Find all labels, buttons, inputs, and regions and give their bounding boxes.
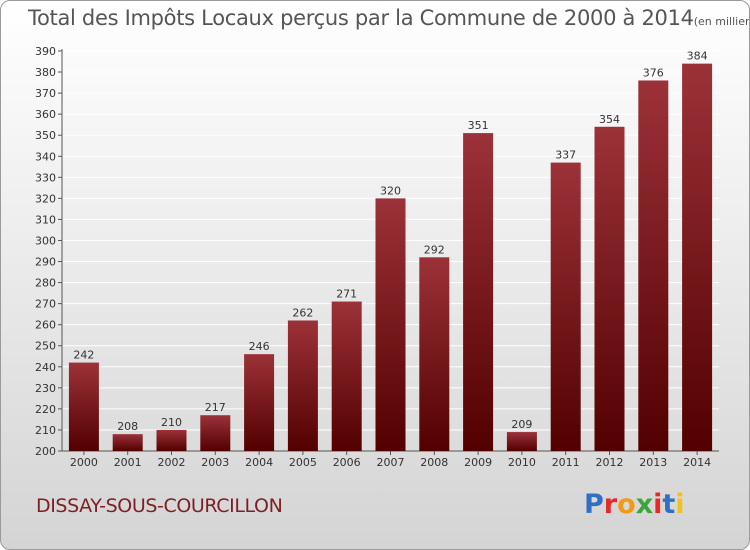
x-tick-label: 2013 bbox=[639, 456, 667, 469]
bar-value-label: 217 bbox=[205, 401, 226, 414]
x-axis: 2000 2001 2002 2003 2004 2005 2006 2007 2008 2009… bbox=[70, 451, 711, 469]
logo-letter: o bbox=[617, 489, 636, 520]
bar bbox=[682, 63, 713, 451]
bar bbox=[68, 362, 99, 451]
y-tick-label: 210 bbox=[35, 424, 56, 437]
chart-title: Total des Impôts Locaux perçus par la Co… bbox=[28, 6, 750, 30]
bar-value-label: 271 bbox=[336, 288, 357, 301]
logo-letter: x bbox=[635, 489, 654, 520]
bar bbox=[594, 126, 625, 451]
x-tick-label: 2006 bbox=[333, 456, 361, 469]
commune-name: DISSAY-SOUS-COURCILLON bbox=[36, 495, 283, 517]
bar bbox=[156, 429, 187, 451]
y-tick-label: 310 bbox=[35, 213, 56, 226]
bars: 242 208 210 217 246 262 271 320 292 351 209 337 354 3… bbox=[68, 50, 713, 451]
y-tick-label: 250 bbox=[35, 340, 56, 353]
x-tick-label: 2008 bbox=[420, 456, 448, 469]
y-tick-label: 390 bbox=[35, 45, 56, 58]
y-tick-label: 240 bbox=[35, 361, 56, 374]
bar-value-label: 354 bbox=[599, 113, 620, 126]
x-tick-label: 2011 bbox=[552, 456, 580, 469]
bar-value-label: 351 bbox=[468, 119, 489, 132]
bar bbox=[112, 434, 143, 451]
bar bbox=[550, 162, 581, 451]
bar-value-label: 337 bbox=[555, 149, 576, 162]
bar-value-label: 208 bbox=[117, 420, 138, 433]
y-tick-label: 300 bbox=[35, 234, 56, 247]
y-tick-label: 330 bbox=[35, 171, 56, 184]
x-tick-label: 2001 bbox=[114, 456, 142, 469]
bar bbox=[200, 415, 231, 451]
logo-letter: i bbox=[675, 489, 685, 520]
bar bbox=[244, 354, 275, 451]
bar bbox=[463, 133, 494, 451]
bar-value-label: 210 bbox=[161, 416, 182, 429]
bar-value-label: 320 bbox=[380, 184, 401, 197]
y-tick-label: 200 bbox=[35, 445, 56, 458]
bar-value-label: 262 bbox=[292, 306, 313, 319]
unit-note: (en milliers d'€) bbox=[693, 15, 750, 28]
y-tick-label: 280 bbox=[35, 277, 56, 290]
x-tick-label: 2012 bbox=[596, 456, 624, 469]
x-tick-label: 2005 bbox=[289, 456, 317, 469]
bar bbox=[419, 257, 450, 451]
bar-value-label: 376 bbox=[643, 66, 664, 79]
y-tick-label: 220 bbox=[35, 403, 56, 416]
bar-value-label: 384 bbox=[687, 50, 708, 63]
bar-value-label: 209 bbox=[511, 418, 532, 431]
x-tick-label: 2010 bbox=[508, 456, 536, 469]
proxiti-logo[interactable]: Proxiti bbox=[584, 489, 685, 520]
y-tick-label: 270 bbox=[35, 298, 56, 311]
bar-value-label: 246 bbox=[249, 340, 270, 353]
x-tick-label: 2004 bbox=[245, 456, 273, 469]
y-tick-label: 360 bbox=[35, 108, 56, 121]
bar-value-label: 292 bbox=[424, 243, 445, 256]
x-tick-label: 2014 bbox=[683, 456, 711, 469]
y-tick-label: 340 bbox=[35, 150, 56, 163]
bar bbox=[331, 301, 362, 451]
y-tick-label: 290 bbox=[35, 256, 56, 269]
logo-letter: r bbox=[603, 489, 618, 520]
y-tick-label: 320 bbox=[35, 192, 56, 205]
bar bbox=[375, 198, 406, 451]
y-tick-label: 260 bbox=[35, 319, 56, 332]
logo-letter: i bbox=[653, 489, 663, 520]
bar bbox=[287, 320, 318, 451]
logo-letter: P bbox=[584, 489, 604, 520]
bar bbox=[638, 80, 669, 451]
y-tick-label: 380 bbox=[35, 66, 56, 79]
logo-letter: t bbox=[662, 489, 676, 520]
x-tick-label: 2003 bbox=[201, 456, 229, 469]
bar bbox=[506, 432, 537, 451]
title-text: Total des Impôts Locaux perçus par la Co… bbox=[28, 6, 694, 30]
x-tick-label: 2002 bbox=[158, 456, 186, 469]
x-tick-label: 2009 bbox=[464, 456, 492, 469]
y-tick-label: 230 bbox=[35, 382, 56, 395]
y-tick-label: 350 bbox=[35, 129, 56, 142]
x-tick-label: 2007 bbox=[377, 456, 405, 469]
bar-value-label: 242 bbox=[73, 349, 94, 362]
x-tick-label: 2000 bbox=[70, 456, 98, 469]
y-tick-label: 370 bbox=[35, 87, 56, 100]
